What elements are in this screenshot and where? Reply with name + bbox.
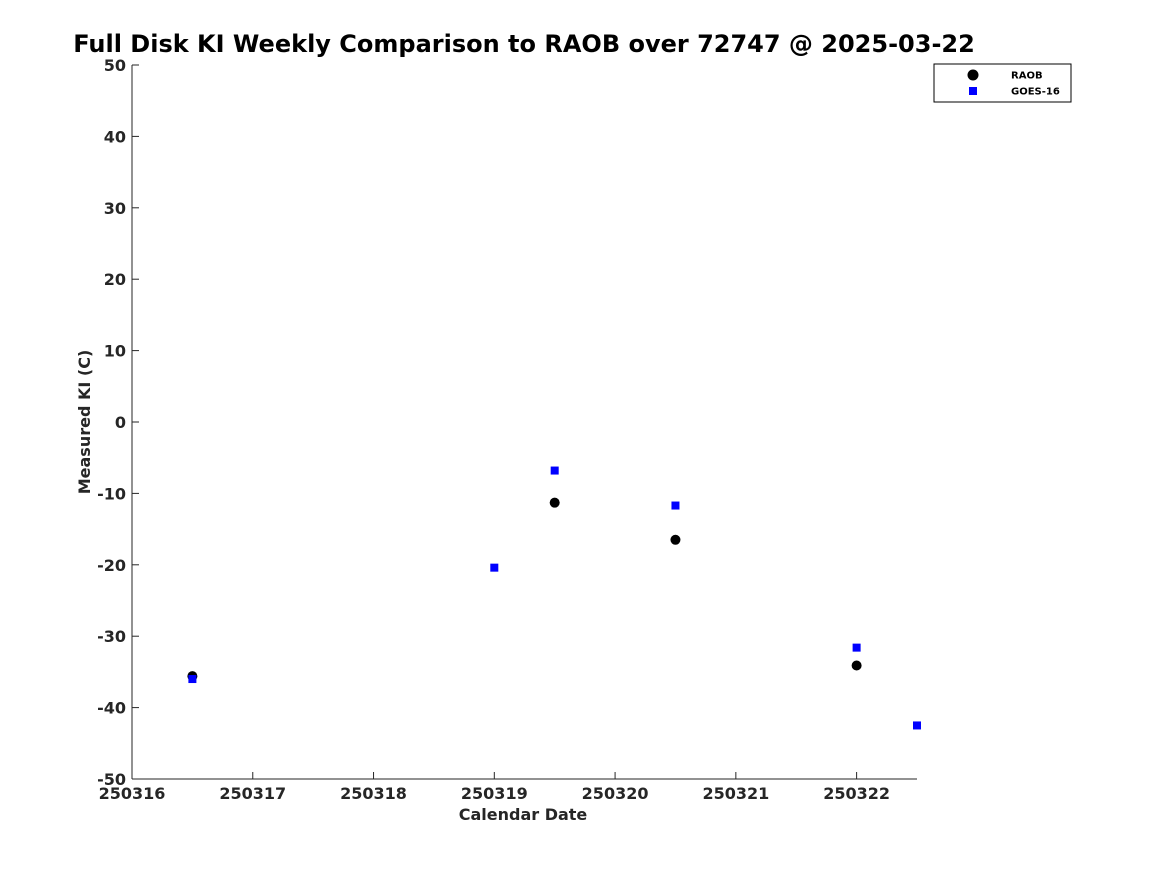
x-tick-label: 250319 (461, 784, 528, 803)
legend-goes16-marker (969, 87, 977, 95)
y-tick-label: -40 (97, 699, 126, 718)
y-tick-label: -50 (97, 770, 126, 789)
goes16-point (550, 466, 559, 475)
x-tick-label: 250322 (823, 784, 890, 803)
x-axis-label: Calendar Date (459, 805, 588, 824)
y-tick-label: 20 (104, 270, 126, 289)
y-tick-label: -10 (97, 484, 126, 503)
y-tick-label: 0 (115, 413, 126, 432)
y-tick-label: 30 (104, 199, 126, 218)
y-tick-label: -20 (97, 556, 126, 575)
raob-point (851, 660, 862, 671)
y-axis-ticks: 50 40 30 20 10 0 -10 -20 -30 -40 -50 (97, 56, 139, 789)
x-axis-ticks: 250316 250317 250318 250319 250320 250321 2503… (99, 772, 890, 803)
legend-box (933, 63, 1072, 103)
x-tick-label: 250320 (582, 784, 649, 803)
y-axis-label: Measured KI (C) (75, 350, 94, 495)
x-tick-label: 250318 (340, 784, 407, 803)
y-tick-label: 10 (104, 342, 126, 361)
axes (131, 65, 917, 780)
legend-raob-marker (967, 69, 979, 81)
goes16-point (188, 675, 197, 684)
legend-label: GOES-16 (1011, 87, 1060, 98)
x-tick-label: 250317 (219, 784, 286, 803)
x-tick-label: 250316 (99, 784, 166, 803)
chart-title: Full Disk KI Weekly Comparison to RAOB o… (73, 30, 975, 58)
y-tick-label: 50 (104, 56, 126, 75)
y-tick-label: 40 (104, 127, 126, 146)
goes16-point (913, 721, 921, 730)
raob-point (549, 497, 560, 508)
goes16-point (490, 563, 499, 572)
goes16-point (852, 643, 861, 652)
legend: RAOB GOES-16 (933, 63, 1072, 103)
x-tick-label: 250321 (702, 784, 769, 803)
raob-point (670, 534, 681, 545)
y-tick-label: -30 (97, 627, 126, 646)
data-points (187, 466, 921, 730)
legend-label: RAOB (1011, 71, 1043, 82)
goes16-point (671, 501, 680, 510)
